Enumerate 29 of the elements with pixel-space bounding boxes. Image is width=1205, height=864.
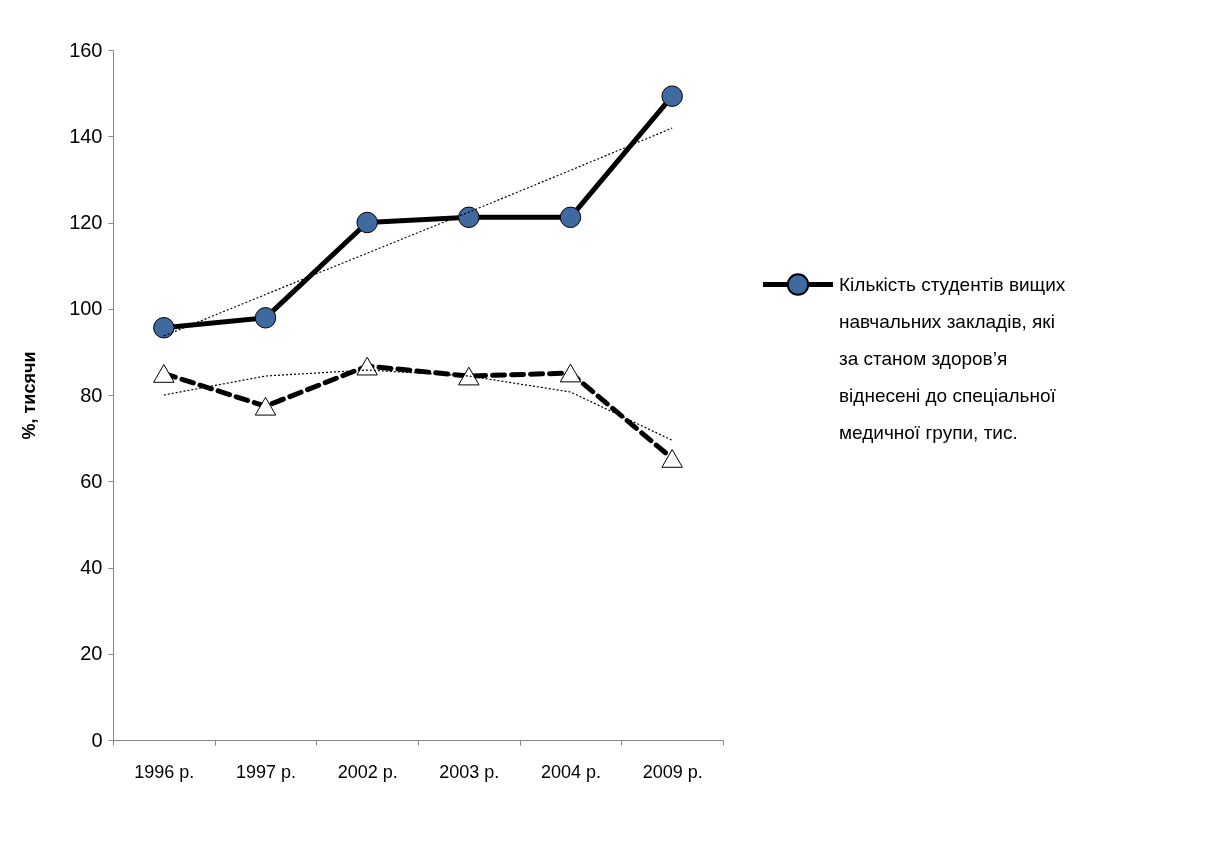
y-tick-label: 160 (69, 38, 103, 61)
x-tick-label: 1996 р. (134, 761, 195, 782)
point (356, 211, 378, 234)
point (153, 317, 175, 339)
point (661, 449, 683, 468)
point (254, 307, 277, 329)
y-tick-label: 0 (91, 728, 103, 751)
point (458, 206, 480, 229)
point (153, 364, 175, 383)
legend-label: Кількість студентів вищих навчальних закладів, які за станом здоров’я віднесені до спеціальної медичної групи, тис. (839, 273, 1066, 443)
y-tick-label: 40 (80, 556, 103, 578)
y-tick-label: 80 (80, 383, 103, 406)
x-tick-label: 1997 р. (235, 761, 297, 782)
x-tick-label: 2002 р. (337, 761, 398, 782)
point (559, 206, 582, 229)
y-axis-title: %, тисячи (19, 351, 40, 440)
y-tick-label: 120 (69, 211, 103, 233)
x-tick-label: 2003 р. (439, 761, 500, 782)
point (254, 396, 277, 416)
point (356, 356, 378, 376)
x-tick-label: 2004 р. (540, 761, 602, 782)
point (458, 366, 480, 386)
y-tick-label: 20 (80, 642, 103, 665)
y-tick-label: 140 (69, 124, 103, 147)
y-tick-label: 100 (69, 297, 103, 320)
x-tick-label: 2009 р. (642, 761, 703, 782)
point (661, 85, 683, 107)
point (559, 363, 582, 383)
y-tick-label: 60 (80, 469, 103, 492)
